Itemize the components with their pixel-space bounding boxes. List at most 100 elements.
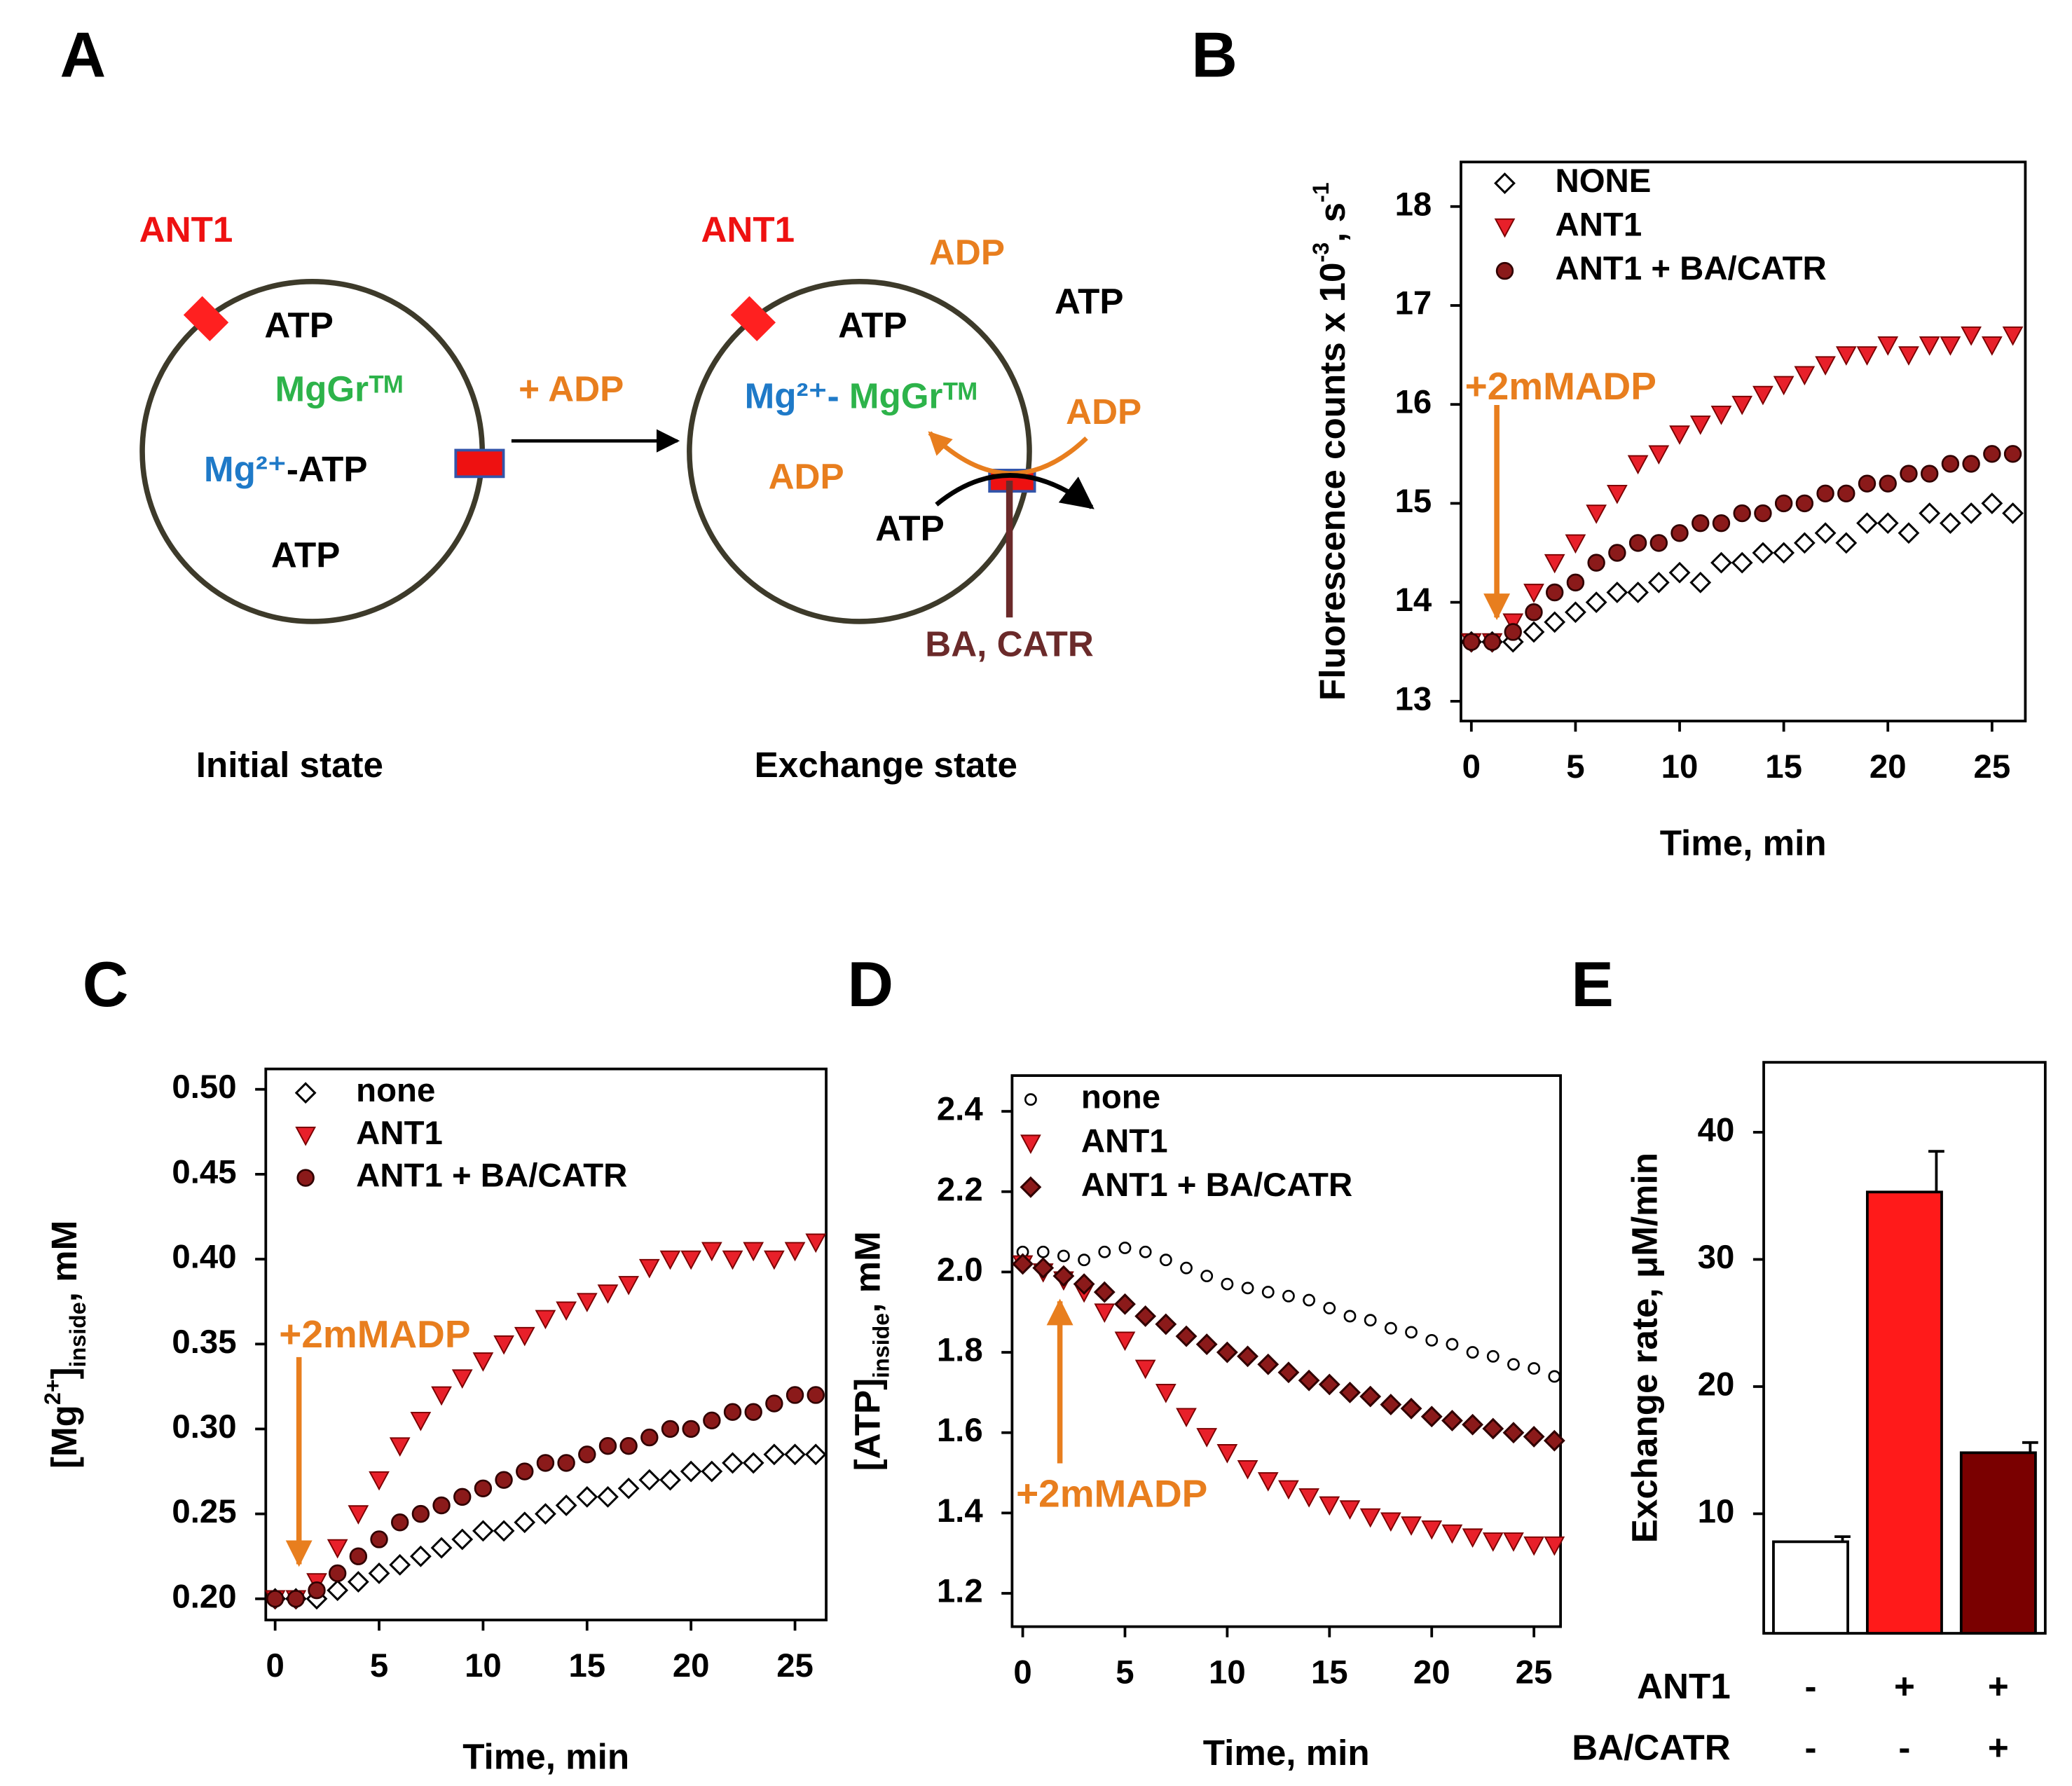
data-point (1380, 1394, 1402, 1415)
data-point (1482, 1532, 1504, 1552)
data-point (1237, 1345, 1258, 1368)
data-point (1627, 582, 1649, 603)
y-axis-label-sup: -3 (1308, 242, 1333, 263)
data-point (451, 1528, 474, 1551)
y-tick-label: 2.2 (937, 1171, 983, 1208)
data-point (1114, 1293, 1136, 1315)
data-point (1057, 1249, 1070, 1263)
data-point (1670, 524, 1689, 542)
data-point (1134, 1305, 1157, 1327)
data-point (1940, 336, 1961, 356)
panel-letter: C (83, 949, 129, 1020)
data-point (1960, 502, 1982, 524)
data-point (1587, 554, 1605, 572)
data-point (1962, 455, 1980, 473)
label: Mg²⁺- MgGrᵀᴹ (745, 376, 977, 415)
data-point (1649, 534, 1668, 552)
data-point (1606, 582, 1628, 603)
y-axis-label-sub: inside (868, 1313, 893, 1378)
data-point (1200, 1270, 1214, 1283)
x-tick-label: 10 (1209, 1654, 1246, 1691)
data-point (1585, 591, 1607, 614)
data-point (742, 1452, 764, 1474)
data-point (1939, 512, 1961, 535)
condition-sign: - (1804, 1727, 1816, 1767)
data-point (1282, 1289, 1295, 1303)
data-point (659, 1469, 681, 1491)
y-axis-label-part: Fluorescence counts x 10 (1312, 262, 1352, 701)
x-axis-label: Time, min (1203, 1733, 1370, 1773)
data-point (1608, 544, 1626, 562)
y-tick-label: 0.40 (172, 1239, 236, 1276)
data-point (514, 1511, 536, 1534)
legend-marker (1024, 1093, 1037, 1106)
label: Mg²⁺ (204, 448, 287, 488)
data-point (1503, 1532, 1524, 1552)
x-tick-label: 20 (1413, 1654, 1450, 1691)
data-point (1118, 1242, 1132, 1254)
data-point (1752, 542, 1774, 564)
data-point (1093, 1281, 1116, 1303)
data-point (1543, 1429, 1565, 1452)
data-point (1710, 405, 1732, 425)
data-point (328, 1564, 347, 1583)
legend-marker (1494, 218, 1516, 238)
data-point (1523, 584, 1544, 603)
legend-marker (1020, 1176, 1042, 1198)
y-tick-label: 15 (1395, 483, 1432, 520)
data-point (1339, 1500, 1361, 1520)
data-point (1627, 455, 1649, 475)
data-point (1816, 484, 1834, 502)
data-point (327, 1579, 349, 1602)
data-point (327, 1539, 348, 1559)
data-point (266, 1590, 284, 1608)
data-point (1323, 1302, 1336, 1314)
data-point (409, 1545, 432, 1567)
label: Mg²⁺- (745, 376, 839, 415)
data-point (804, 1443, 827, 1466)
legend-marker (294, 1082, 317, 1104)
y-tick-label: 16 (1395, 384, 1432, 421)
legend-label: NONE (1556, 163, 1652, 200)
data-point (1405, 1326, 1418, 1339)
data-point (516, 1462, 534, 1481)
data-point (1196, 1428, 1218, 1448)
data-point (1565, 534, 1586, 554)
y-tick-label: 1.8 (937, 1332, 983, 1369)
data-point (535, 1503, 556, 1525)
data-point (1195, 1333, 1218, 1355)
label: ANT1 (701, 209, 795, 249)
data-point (1795, 494, 1814, 513)
data-point (701, 1242, 722, 1262)
data-point (1879, 474, 1897, 493)
panel-letter: D (847, 949, 893, 1020)
data-point (1919, 502, 1941, 524)
data-point (1303, 1293, 1316, 1307)
data-point (1257, 1353, 1279, 1375)
label: ADP (929, 232, 1005, 272)
data-point (1318, 1373, 1340, 1396)
data-point (1502, 1422, 1525, 1444)
data-point (703, 1411, 721, 1430)
x-tick-label: 25 (776, 1647, 814, 1684)
data-point (722, 1452, 743, 1474)
data-point (1647, 571, 1670, 593)
data-point (1421, 1520, 1443, 1540)
data-point (1710, 551, 1732, 574)
data-point (576, 1485, 598, 1508)
data-point (308, 1581, 326, 1600)
data-point (785, 1386, 804, 1404)
data-point (805, 1233, 827, 1253)
condition-sign: + (1988, 1666, 2009, 1706)
data-point (1546, 583, 1564, 602)
condition-name: ANT1 (1637, 1666, 1731, 1706)
data-point (1793, 532, 1816, 554)
data-point (640, 1428, 659, 1447)
y-tick-label: 0.20 (172, 1578, 236, 1615)
bar (1959, 1451, 2037, 1635)
data-point (1689, 571, 1712, 593)
data-point (495, 1471, 513, 1489)
data-point (1920, 465, 1939, 483)
x-tick-label: 25 (1516, 1654, 1553, 1691)
data-point (493, 1520, 515, 1542)
